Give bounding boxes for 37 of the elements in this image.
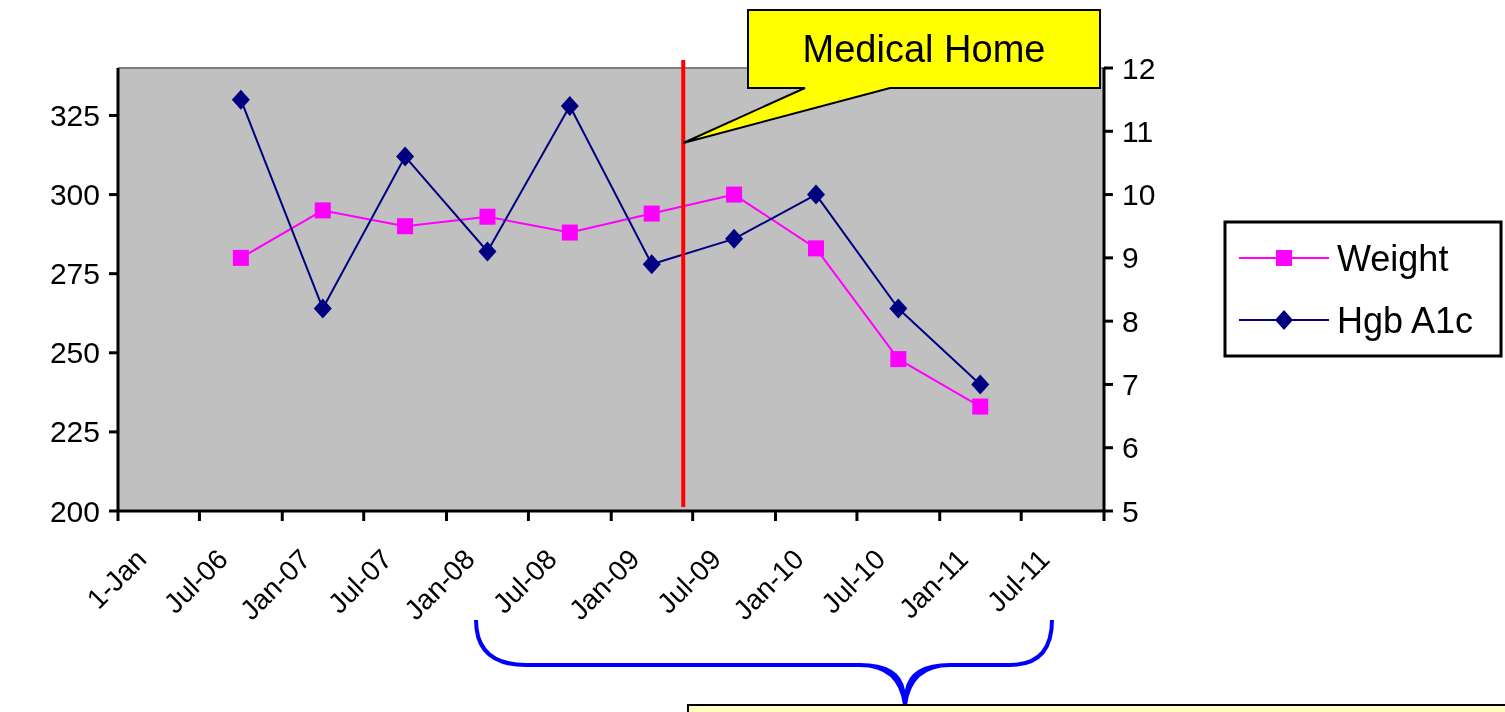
annotation: Medical Home (802, 28, 1046, 70)
point (971, 374, 990, 395)
point (232, 249, 249, 266)
point (807, 240, 824, 257)
point (231, 89, 250, 110)
y-tick-label: 325 (49, 98, 100, 132)
point (560, 95, 579, 116)
point (643, 205, 660, 222)
point (479, 208, 496, 225)
legend-label: Hgb A1c (1337, 299, 1474, 341)
point (314, 202, 331, 219)
point (313, 298, 332, 319)
point (806, 184, 825, 205)
y-tick-label: 300 (49, 178, 100, 212)
point (397, 218, 414, 235)
y2-tick-label: 9 (1122, 241, 1139, 275)
y2-tick-label: 11 (1122, 114, 1154, 148)
y-tick-label: 225 (49, 415, 100, 449)
point (889, 298, 908, 319)
y-tick-label: 275 (49, 257, 100, 291)
point (478, 241, 497, 262)
legend-label: Weight (1337, 237, 1449, 279)
y2-tick-label: 7 (1122, 367, 1139, 401)
y2-tick-label: 10 (1122, 178, 1156, 212)
point (890, 351, 907, 368)
y2-tick-label: 5 (1122, 494, 1139, 528)
point (642, 254, 661, 275)
y2-tick-label: 8 (1122, 304, 1139, 338)
point (396, 146, 415, 167)
y-tick-label: 200 (49, 494, 100, 528)
y2-tick-label: 6 (1122, 431, 1139, 465)
point (972, 398, 989, 415)
point (561, 224, 578, 241)
y2-tick-label: 12 (1122, 51, 1156, 85)
y-tick-label: 250 (49, 336, 100, 370)
point (725, 228, 744, 249)
point (726, 186, 743, 203)
